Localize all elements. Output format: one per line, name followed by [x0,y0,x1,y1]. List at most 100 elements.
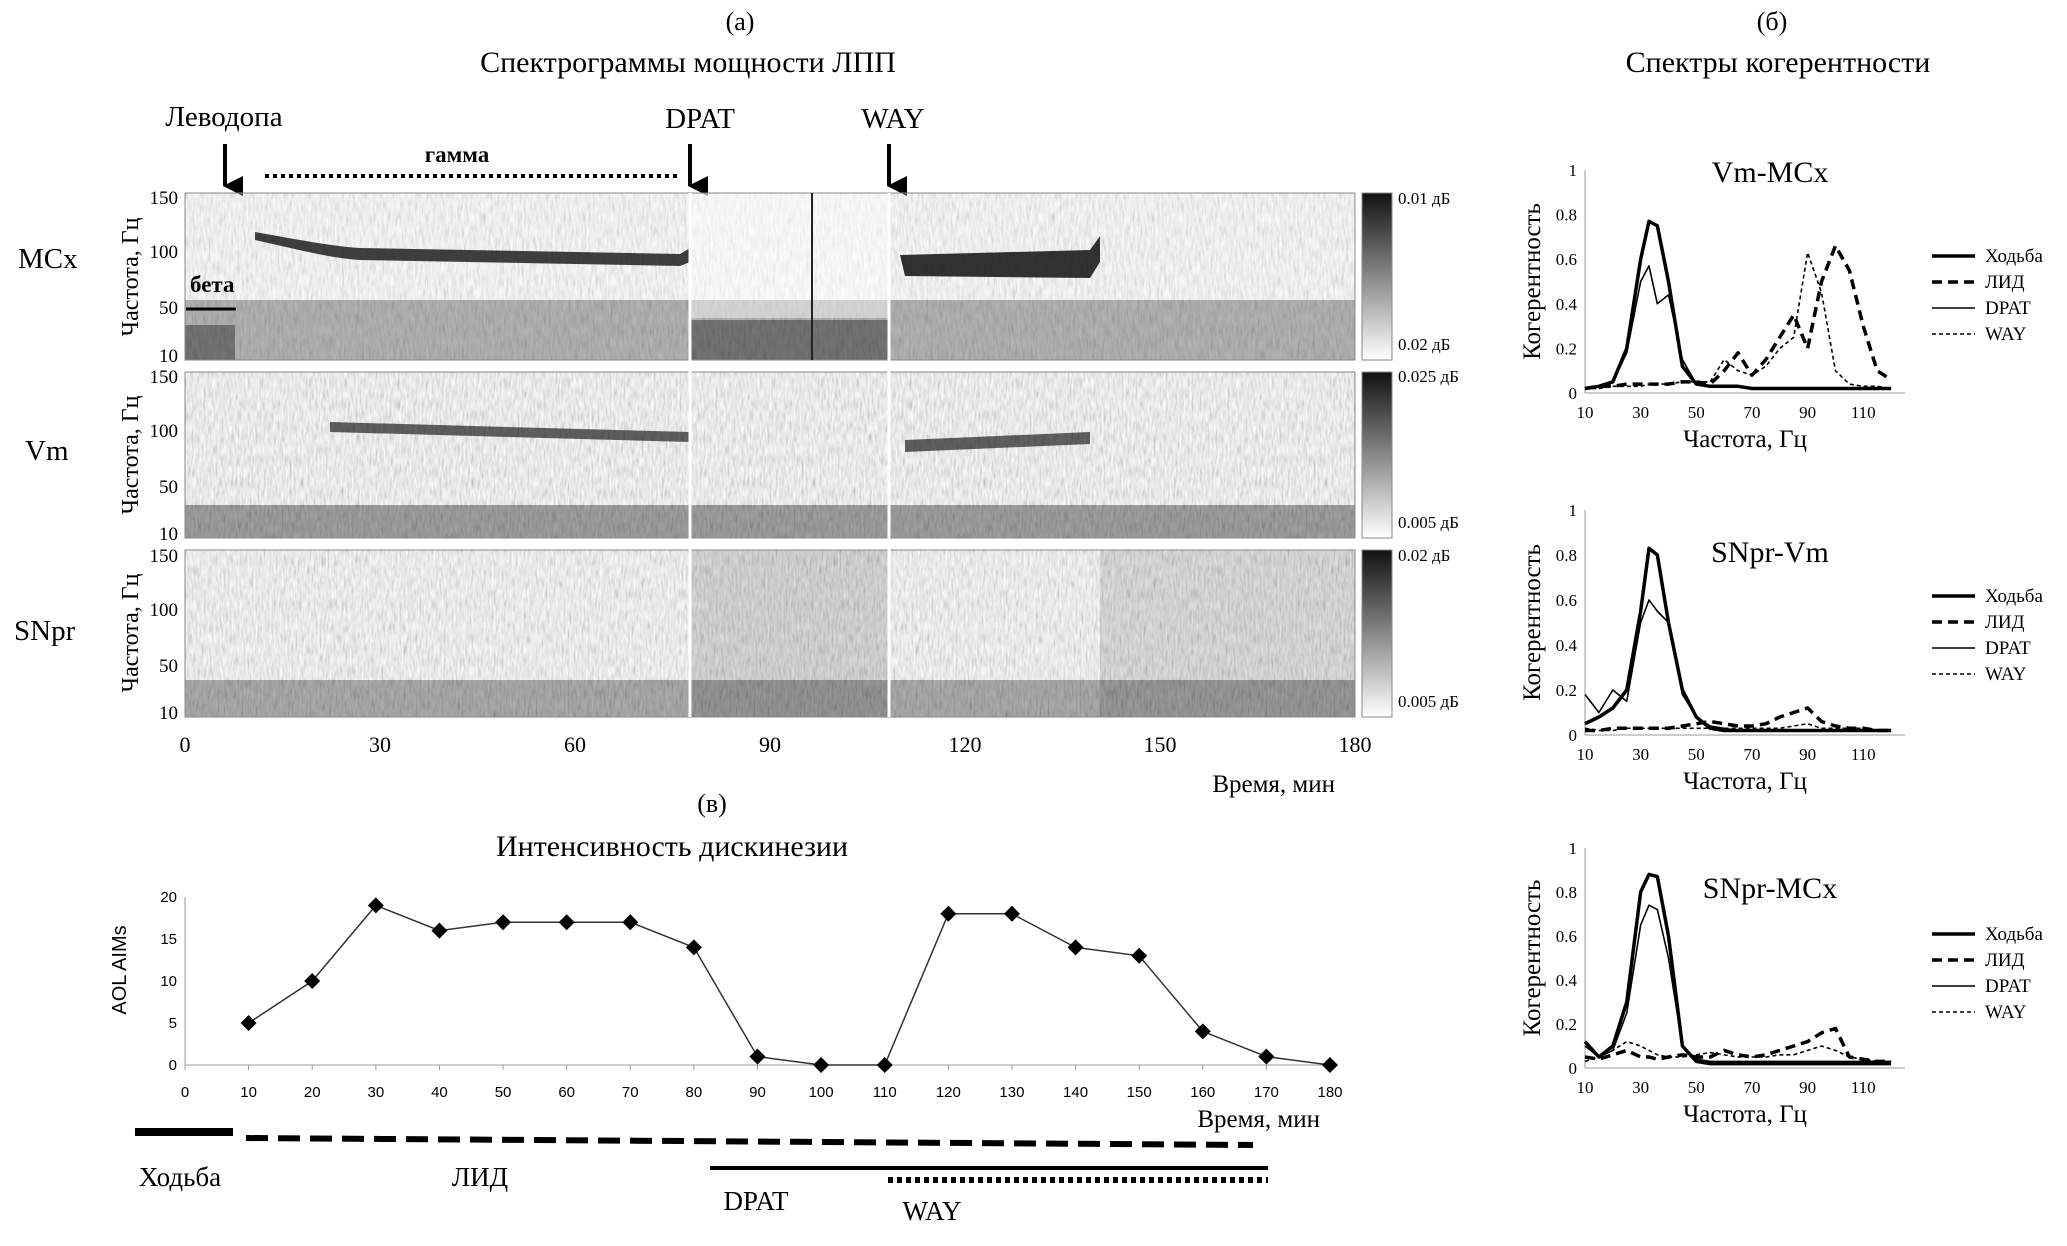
ytick-vm-150: 150 [150,367,179,388]
aims-point-140 [1067,939,1084,956]
phase-lid-bar [245,1135,1254,1148]
aims-point-40 [431,922,448,939]
phase-walk-label: Ходьба [139,1162,221,1192]
ytick-mcx-150: 150 [150,188,179,209]
coherence-xtick: 50 [1688,403,1705,422]
coherence-ytick: 1 [1569,501,1578,520]
coherence-xlabel: Частота, Гц [1683,426,1807,453]
spectrogram-snpr [184,549,1356,718]
coherence-ylabel: Когерентность [1519,880,1546,1037]
panel-b: (б) Спектры когерентности Vm-MCx 1 0.8 0.6 0… [1519,7,2043,1128]
coherence-plot-0: Vm-MCx 1 0.8 0.6 0.4 0.2 010 30 50 70 90 110 Частота… [1519,156,2043,453]
aims-point-110 [876,1057,893,1073]
aims-xlabel: Время, мин [1197,1106,1320,1133]
aims-point-160 [1194,1023,1211,1040]
phase-way-label: WAY [902,1196,961,1226]
coherence-plot-title: SNpr-MCx [1703,872,1837,905]
coherence-series-0 [1583,872,1892,1066]
aims-xtick: 50 [495,1084,512,1101]
coherence-series-0 [1584,546,1892,733]
phase-lid-label: ЛИД [452,1162,508,1192]
coherence-ytick: 0.4 [1556,636,1578,655]
panel-a-label: (а) [726,7,755,36]
spectrogram-xlabel: Время, мин [1212,771,1335,798]
coherence-xtick: 110 [1851,1078,1876,1097]
aims-point-50 [495,914,512,931]
aims-point-20 [304,973,321,989]
spectrogram-snpr-late-dark [1100,550,1355,717]
aims-xtick: 120 [936,1084,961,1101]
xtick-180: 180 [1339,732,1372,757]
ytick-mcx-50: 50 [159,298,178,319]
coherence-series-1 [1584,1026,1892,1064]
ylabel-snpr: Частота, Гц [118,573,144,692]
coherence-xtick: 90 [1799,403,1816,422]
aims-xtick: 10 [240,1084,257,1101]
aims-ytick: 20 [160,889,177,906]
spectrogram-vm-gamma-band-2 [905,432,1090,452]
aims-point-120 [940,905,957,922]
spectrogram-mcx-dpat-dark [690,320,890,360]
coherence-xtick: 70 [1743,1078,1760,1097]
coherence-series-2 [1584,599,1892,732]
aims-point-70 [622,914,639,931]
coherence-xlabel: Частота, Гц [1683,768,1807,795]
panel-b-label: (б) [1757,7,1788,36]
legend-label: Ходьба [1985,246,2043,267]
spectrogram-mcx-frame [184,192,1356,361]
spectrogram-snpr-low-band [185,680,1355,717]
spectrogram-vm-frame [184,371,1356,539]
coherence-ytick: 0.2 [1556,1015,1577,1034]
xticks-spectrogram: 0 30 60 90 120 150 180 [180,732,1372,757]
coherence-series-2 [1584,265,1892,390]
ytick-mcx-100: 100 [150,242,179,263]
coherence-plot-title: SNpr-Vm [1711,536,1829,569]
coherence-ytick: 0.4 [1556,295,1578,314]
aims-xtick: 30 [367,1084,384,1101]
panel-c-label: (в) [697,789,727,818]
spectrogram-mcx-dpat-light [690,193,890,318]
aims-point-90 [749,1048,766,1065]
row-label-vm: Vm [25,435,69,467]
coherence-xtick: 90 [1799,745,1816,764]
coherence-ylabel: Когерентность [1519,544,1546,701]
coherence-ylabel: Когерентность [1519,203,1546,360]
aims-xtick: 70 [622,1084,639,1101]
aims-xtick: 80 [686,1084,703,1101]
aims-ylabel: AOL AIMs [109,925,131,1014]
colorbar-vm-max: 0.025 дБ [1398,367,1459,386]
yticks-snpr: 150 100 50 10 [150,546,179,724]
spectrogram-mcx-walk-dark [185,325,235,360]
panel-c-title: Интенсивность дискинезии [496,830,848,863]
coherence-xtick: 110 [1851,403,1876,422]
coherence-ytick: 0.4 [1556,971,1578,990]
legend-label: DPAT [1985,976,2031,997]
row-label-mcx: MCx [18,243,78,275]
aims-xtick: 180 [1317,1084,1342,1101]
coherence-series-1 [1585,706,1892,733]
yticks-mcx: 150 100 50 10 [150,188,179,367]
aims-point-130 [1003,905,1020,922]
coherence-ytick: 1 [1569,161,1578,180]
coherence-plot-1: SNpr-Vm 1 0.8 0.6 0.4 0.2 010 30 50 70 90 110 Частот… [1519,501,2043,795]
spectrogram-mcx-low-band [185,300,1355,360]
spectrogram-snpr-noise [185,550,1355,717]
coherence-ytick: 0 [1569,384,1578,403]
aims-ytick: 5 [169,1015,177,1032]
spectrogram-vm-gamma-band [330,422,690,442]
aims-xtick: 160 [1190,1084,1215,1101]
coherence-xtick: 30 [1632,1078,1649,1097]
legend-label: DPAT [1985,638,2031,659]
coherence-series-3 [1585,251,1892,390]
coherence-ytick: 0.8 [1556,546,1577,565]
coherence-ytick: 0.8 [1556,206,1577,225]
coherence-ytick: 0 [1569,1059,1578,1078]
colorbar-snpr-min: 0.005 дБ [1398,692,1459,711]
coherence-series-3 [1584,1040,1892,1063]
coherence-series-2 [1584,904,1892,1063]
coherence-xtick: 30 [1632,745,1649,764]
legend-label: Ходьба [1985,924,2043,945]
